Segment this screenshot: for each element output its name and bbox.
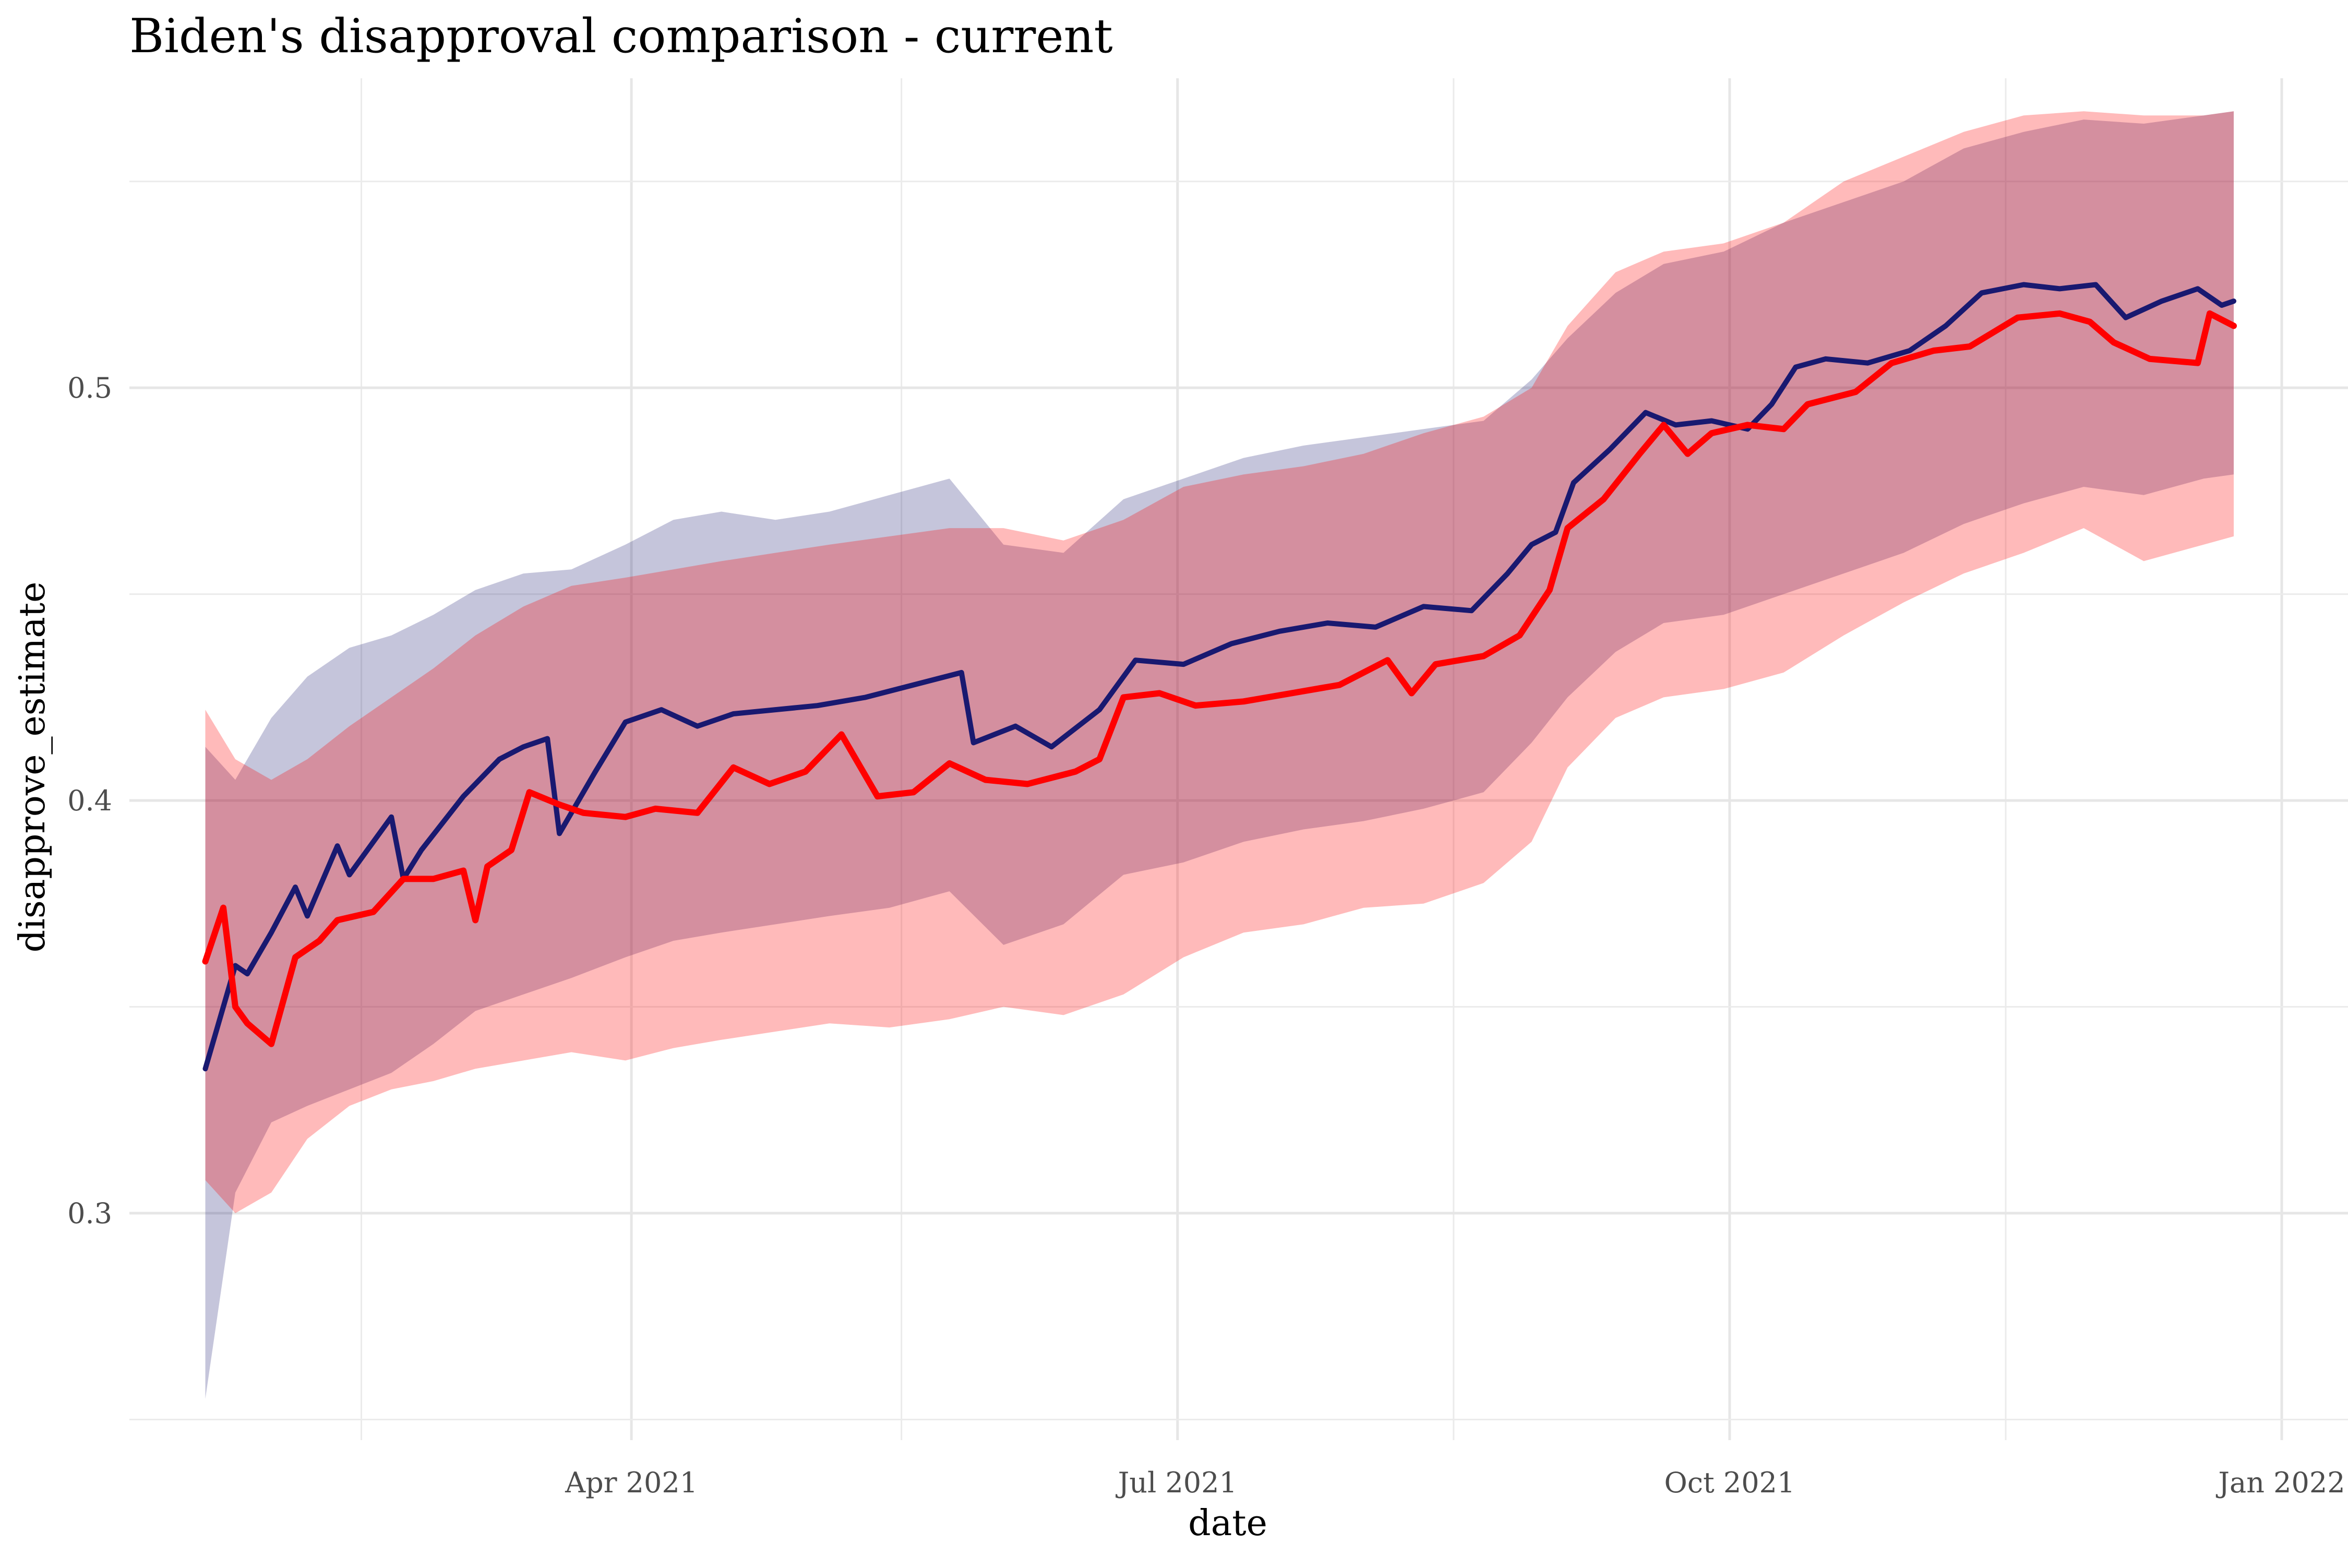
y-axis-title: disapprove_estimate: [12, 582, 53, 953]
navy-series-line: [202, 282, 2236, 1072]
grid-lines: [129, 78, 2348, 1440]
x-axis-title: date: [1188, 1503, 1267, 1544]
navy-band: [205, 111, 2234, 1399]
x-tick-label: Apr 2021: [565, 1466, 698, 1499]
confidence-bands: [205, 111, 2234, 1399]
y-tick-label: 0.4: [67, 784, 112, 817]
red-series-line: [202, 310, 2237, 1047]
red-band: [205, 111, 2234, 1213]
x-tick-label: Jul 2021: [1116, 1466, 1237, 1499]
y-tick-label: 0.5: [67, 372, 112, 404]
series-lines: [202, 282, 2237, 1072]
x-tick-label: Jan 2022: [2215, 1466, 2345, 1499]
axis-tick-labels: Apr 2021 Jul 2021 Oct 2021 Jan 2022 0.3 0.4 0.…: [67, 372, 2345, 1499]
x-tick-label: Oct 2021: [1664, 1466, 1795, 1499]
y-tick-label: 0.3: [67, 1197, 112, 1230]
chart-title: Biden's disapproval comparison - current: [129, 9, 1113, 64]
